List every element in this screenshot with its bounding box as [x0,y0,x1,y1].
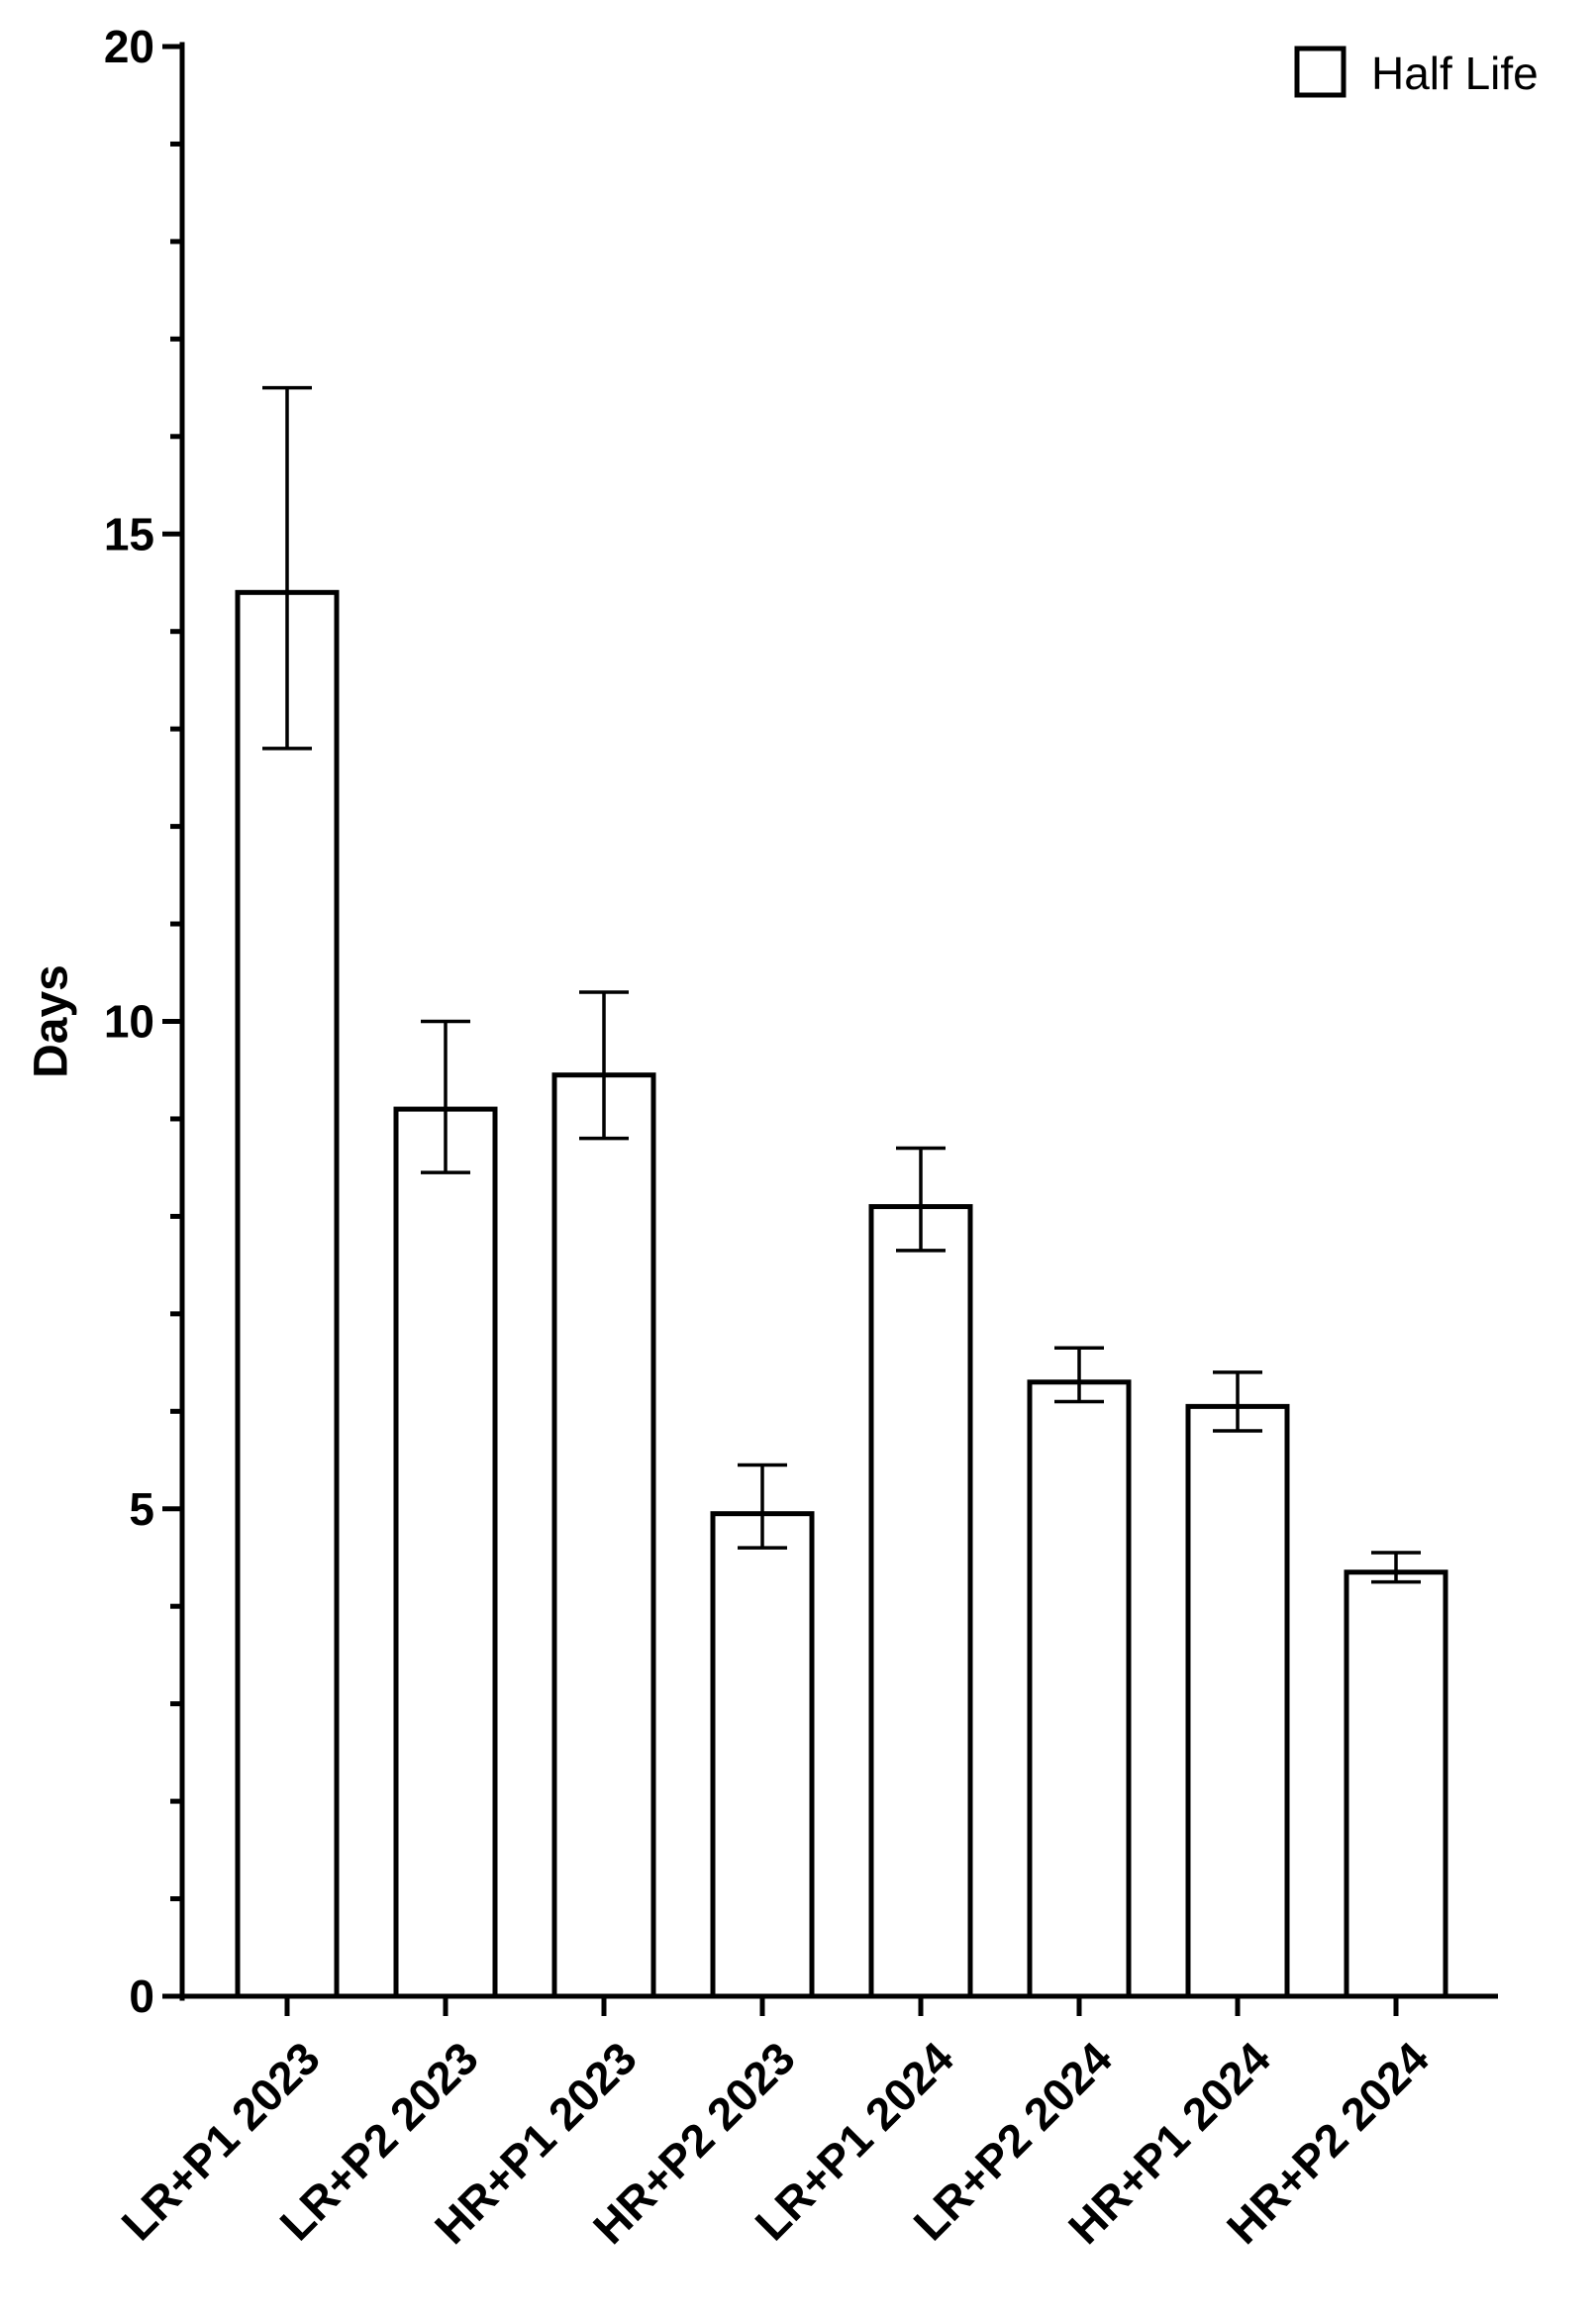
bar [1185,1403,1290,1999]
bar [551,1072,656,1999]
y-tick-label: 15 [104,508,154,559]
y-tick-label: 5 [129,1483,154,1535]
legend: Half Life [1294,46,1539,99]
legend-label: Half Life [1371,48,1539,99]
bar [1344,1569,1448,1999]
bar [235,589,340,1999]
bar [868,1204,973,1999]
bars [235,589,1448,1999]
axes [162,42,1498,2016]
legend-swatch [1294,46,1347,98]
error-bars [262,385,1421,1584]
bar [710,1511,815,1999]
bar [1027,1379,1132,1999]
y-axis-title: Days [26,964,78,1078]
y-tick-label: 10 [104,996,154,1048]
y-tick-label: 0 [129,1970,154,2022]
bar [393,1106,498,1999]
y-tick-label: 20 [104,21,154,72]
